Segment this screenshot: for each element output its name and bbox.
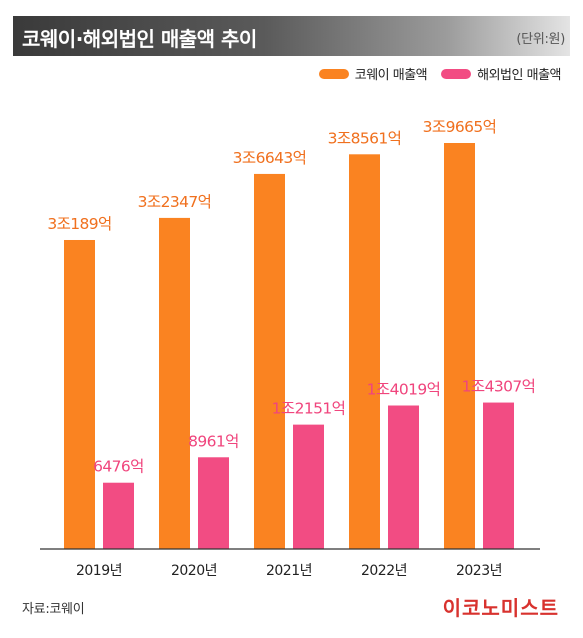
data-label-series-1-3: 3조6643억: [233, 149, 307, 167]
legend-item-series-1: 코웨이 매출액: [318, 64, 428, 83]
data-label-series-1-1: 3조189억: [47, 215, 111, 233]
x-tick-label-3: 2021년: [266, 563, 312, 579]
legend-swatch-series-1: [318, 68, 349, 79]
bar-series-1-1: [64, 239, 95, 550]
data-label-series-1-2: 3조2347억: [138, 193, 212, 211]
x-tick-label-4: 2022년: [361, 563, 407, 579]
x-tick-label-1: 2019년: [76, 563, 122, 579]
bar-series-2-5: [483, 402, 514, 549]
bar-series-2-2: [198, 457, 229, 549]
data-label-series-1-4: 3조8561억: [328, 129, 402, 147]
bar-series-1-4: [349, 154, 380, 549]
legend-label-series-1: 코웨이 매출액: [354, 68, 428, 83]
publisher-logo: 이코노미스트: [442, 596, 559, 620]
bar-series-2-1: [103, 482, 134, 549]
x-tick-label-5: 2023년: [456, 563, 502, 579]
legend-item-series-2: 해외법인 매출액: [441, 64, 561, 83]
bar-series-2-4: [388, 405, 419, 549]
source-note: 자료:코웨이: [22, 602, 85, 617]
chart-title: 코웨이·해외법인 매출액 추이: [22, 27, 257, 51]
data-label-series-1-5: 3조9665억: [423, 118, 497, 136]
bar-series-1-5: [444, 143, 475, 549]
legend-swatch-series-2: [441, 68, 472, 79]
bar-series-2-3: [293, 424, 324, 549]
data-label-series-2-1: 6476억: [93, 458, 144, 476]
title-bar: [13, 16, 570, 56]
unit-label: (단위:원): [516, 32, 565, 47]
data-label-series-2-5: 1조4307억: [462, 378, 536, 396]
legend: 코웨이 매출액 해외법인 매출액: [305, 64, 561, 83]
x-tick-label-2: 2020년: [171, 563, 217, 579]
bar-series-1-2: [159, 217, 190, 549]
data-label-series-2-3: 1조2151억: [272, 400, 346, 418]
data-label-series-2-2: 8961억: [188, 432, 239, 450]
legend-label-series-2: 해외법인 매출액: [477, 68, 561, 83]
data-label-series-2-4: 1조4019억: [367, 381, 441, 399]
bar-series-1-3: [254, 173, 285, 549]
